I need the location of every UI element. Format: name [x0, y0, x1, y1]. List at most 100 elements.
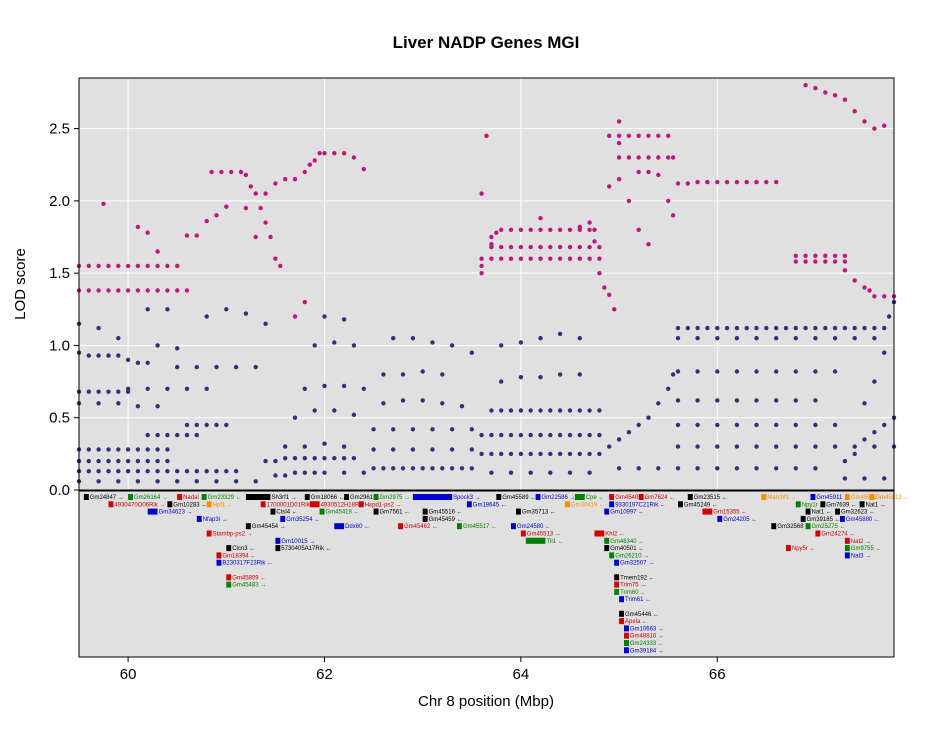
gene-bar — [614, 588, 620, 595]
gene-bar — [344, 494, 349, 500]
data-point — [882, 350, 887, 355]
data-point — [440, 466, 445, 471]
gene-bar — [457, 523, 462, 530]
highlight-point — [852, 278, 857, 283]
gene-label: Gm40501 ← — [610, 546, 644, 552]
highlight-point — [253, 191, 258, 196]
data-point — [567, 408, 573, 413]
data-point — [852, 444, 857, 449]
data-point — [715, 466, 720, 471]
highlight-point — [292, 314, 298, 319]
data-point — [882, 422, 887, 428]
data-point — [548, 451, 553, 457]
gene-label: Gm45880 ← — [846, 517, 880, 523]
gene-label: Gm18066 ← — [311, 495, 345, 501]
data-point — [430, 340, 435, 345]
highlight-point — [616, 133, 622, 138]
data-point — [135, 458, 141, 464]
data-point — [155, 343, 160, 348]
highlight-point — [135, 224, 141, 230]
highlight-point — [155, 263, 160, 269]
gene-label: Clcn3 ← — [232, 546, 255, 552]
x-tick-label: 60 — [120, 666, 137, 683]
gene-label: Nat2 → — [851, 539, 871, 545]
data-point — [106, 389, 111, 394]
data-point — [508, 408, 514, 413]
data-point — [528, 470, 533, 475]
data-point — [656, 401, 661, 406]
data-point — [695, 466, 700, 471]
data-point — [106, 353, 111, 358]
data-point — [184, 422, 190, 428]
highlight-point — [106, 288, 111, 293]
data-point — [557, 331, 563, 337]
data-point — [734, 398, 740, 403]
highlight-point — [548, 256, 553, 261]
gene-label: Gm39184 → — [630, 648, 664, 654]
data-point — [351, 456, 357, 461]
data-point — [695, 398, 700, 403]
data-point — [518, 451, 524, 457]
highlight-point — [361, 166, 366, 172]
data-point — [489, 451, 494, 457]
data-point — [253, 364, 258, 370]
gene-bar — [771, 523, 777, 530]
gene-label: Trim75 → — [620, 583, 646, 589]
gene-bar — [844, 494, 850, 500]
gene-bar — [167, 501, 173, 508]
gene-track: Gm24847 → Gm26164 → Nadal → Gm23329 ← Sh3rf1… — [83, 494, 909, 654]
data-point — [165, 386, 170, 391]
highlight-point — [538, 256, 543, 261]
gene-bar — [309, 501, 320, 508]
highlight-point — [592, 227, 597, 232]
data-point — [675, 325, 681, 331]
gene-bar — [810, 494, 816, 500]
data-point — [155, 458, 160, 464]
data-point — [322, 441, 327, 446]
highlight-point — [518, 244, 524, 250]
data-point — [675, 444, 681, 449]
data-point — [548, 408, 553, 413]
highlight-point — [774, 179, 779, 185]
gene-bar — [869, 494, 875, 500]
highlight-point — [175, 263, 180, 269]
highlight-point — [332, 151, 337, 156]
data-point — [557, 451, 563, 457]
gene-label: Gm26210 → — [615, 553, 649, 559]
data-point — [391, 427, 396, 432]
data-point — [371, 447, 376, 452]
chart-title: Liver NADP Genes MGI — [393, 33, 580, 52]
highlight-point — [184, 288, 190, 293]
highlight-point — [263, 220, 268, 225]
gene-label: Gm45483 → — [232, 583, 266, 589]
highlight-point — [882, 294, 887, 299]
highlight-point — [842, 259, 848, 264]
data-point — [499, 343, 504, 348]
data-point — [832, 422, 838, 428]
gene-bar — [619, 596, 624, 603]
gene-bar — [594, 530, 605, 537]
data-point — [656, 466, 661, 471]
highlight-point — [832, 253, 838, 258]
data-point — [214, 479, 219, 484]
data-point — [489, 432, 494, 438]
highlight-point — [224, 204, 229, 209]
data-point — [793, 466, 798, 471]
data-point — [322, 383, 327, 389]
data-point — [548, 432, 553, 438]
gene-label: Npy5r ← — [792, 546, 816, 552]
gene-label: Gm32623 ← — [841, 510, 875, 516]
data-point — [96, 469, 101, 474]
highlight-point — [494, 230, 499, 235]
gene-bar — [604, 545, 610, 552]
data-point — [469, 447, 474, 452]
highlight-point — [508, 256, 514, 261]
data-point — [440, 372, 445, 377]
data-point — [813, 444, 818, 449]
highlight-point — [499, 227, 504, 232]
highlight-point — [243, 205, 249, 211]
gene-bar — [226, 545, 232, 552]
gene-label: Gm45462 ← — [404, 524, 438, 530]
highlight-point — [508, 227, 514, 232]
gene-label: Ctsl4 ← — [276, 510, 297, 516]
